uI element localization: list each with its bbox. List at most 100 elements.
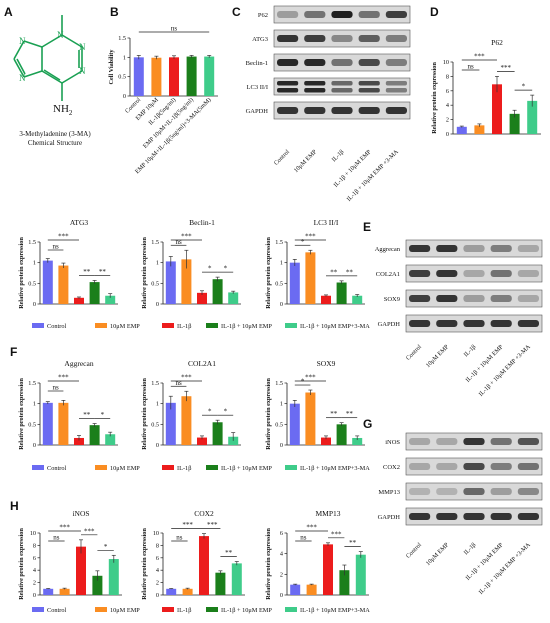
bar bbox=[92, 575, 103, 595]
legend-label: IL-1β bbox=[177, 465, 191, 472]
chart-title: COL2A1 bbox=[188, 359, 216, 368]
chemical-structure-3ma bbox=[13, 15, 83, 101]
bar bbox=[58, 265, 69, 304]
bar bbox=[89, 282, 100, 304]
panel-label-g: G bbox=[363, 417, 372, 431]
y-axis-label: Cell Viability bbox=[108, 49, 115, 85]
bar bbox=[212, 422, 223, 445]
legend-label: 10μM EMP bbox=[110, 323, 140, 330]
blot-band-label: P62 bbox=[258, 12, 268, 19]
legend-label: IL-1β + 10μM EMP bbox=[221, 465, 272, 472]
bar bbox=[197, 437, 207, 445]
bar bbox=[289, 262, 300, 304]
legend: Control 10μM EMP IL-1β IL-1β + 10μM EMP IL-1… bbox=[32, 323, 370, 330]
y-tick-label: 0.5 bbox=[275, 421, 283, 428]
y-tick-label: 1.5 bbox=[118, 35, 126, 42]
legend-swatch bbox=[95, 323, 107, 328]
atom-n-right-top: N bbox=[79, 42, 86, 52]
sig-label: *** bbox=[207, 521, 218, 529]
blot-band bbox=[463, 438, 485, 445]
blot-band bbox=[331, 107, 353, 114]
panel-label-f: F bbox=[10, 345, 17, 359]
y-tick-label: 0 bbox=[280, 301, 283, 308]
y-tick-label: 0.5 bbox=[151, 280, 159, 287]
chart-title: Aggrecan bbox=[64, 359, 93, 368]
sig-label: * bbox=[208, 408, 212, 416]
atom-nh2: NH2 bbox=[53, 103, 73, 117]
chart-title: COX2 bbox=[194, 509, 214, 518]
blot-band bbox=[331, 59, 353, 66]
bar bbox=[74, 437, 84, 445]
bar bbox=[186, 56, 197, 96]
sig-label: *** bbox=[58, 233, 69, 241]
atom-n-left-bottom: N bbox=[19, 73, 26, 83]
blot-band bbox=[385, 11, 407, 18]
bar bbox=[231, 563, 242, 595]
y-axis-label: Relative protein expression bbox=[141, 528, 148, 600]
blot-band bbox=[490, 320, 512, 327]
y-tick-label: 0 bbox=[446, 131, 449, 138]
blot-band bbox=[277, 59, 299, 66]
bar bbox=[197, 292, 207, 304]
y-tick-label: 1.5 bbox=[275, 380, 283, 387]
blot-band bbox=[304, 35, 326, 42]
sig-label: ** bbox=[99, 268, 107, 276]
y-tick-label: 4 bbox=[156, 567, 159, 574]
panel-label-e: E bbox=[363, 220, 371, 234]
blot-lane-label: IL-1β + 10μM EMP +3-MA bbox=[345, 148, 400, 203]
chart-mmp13: MMP13 0 2 4 6 Relative protein expression ns **… bbox=[265, 509, 369, 600]
sig-label: * bbox=[301, 378, 305, 386]
sig-label: ns bbox=[171, 25, 178, 33]
y-tick-label: 10 bbox=[153, 530, 159, 537]
blot-band bbox=[463, 320, 485, 327]
bar bbox=[305, 252, 316, 304]
y-tick-label: 1 bbox=[156, 401, 159, 408]
legend-swatch bbox=[162, 323, 174, 328]
bar bbox=[199, 536, 209, 595]
blot-band bbox=[277, 81, 299, 86]
blot-band bbox=[517, 270, 539, 277]
legend-label: IL-1β + 10μM EMP+3-MA bbox=[300, 465, 370, 472]
bar bbox=[181, 396, 192, 445]
blot-band bbox=[517, 438, 539, 445]
sig-label: * bbox=[224, 408, 228, 416]
blot-band bbox=[331, 81, 353, 86]
legend-label: 10μM EMP bbox=[110, 607, 140, 614]
sig-label: * bbox=[522, 83, 526, 91]
bar bbox=[321, 437, 331, 445]
sig-label: *** bbox=[306, 524, 317, 532]
sig-label: ns bbox=[52, 384, 59, 392]
chart-title: iNOS bbox=[72, 509, 89, 518]
bar bbox=[336, 282, 347, 304]
blot-band-label: SOX9 bbox=[384, 296, 400, 303]
y-tick-label: 2 bbox=[446, 117, 449, 124]
structure-caption-line1: 3-Methyladenine (3-MA) bbox=[19, 130, 91, 138]
bar bbox=[306, 584, 317, 595]
y-tick-label: 0 bbox=[156, 301, 159, 308]
blot-band bbox=[463, 513, 485, 520]
y-tick-label: 0 bbox=[33, 301, 36, 308]
blot-band bbox=[304, 81, 326, 86]
chart-title: LC3 II/I bbox=[314, 218, 339, 227]
blot-band bbox=[358, 88, 380, 93]
sig-label: *** bbox=[58, 374, 69, 382]
blot-band-label: LC3 II/I bbox=[247, 84, 268, 91]
bar bbox=[321, 295, 331, 304]
blot-band bbox=[304, 88, 326, 93]
y-axis-label: Relative protein expression bbox=[431, 62, 438, 134]
legend-label: 10μM EMP bbox=[110, 465, 140, 472]
y-axis-label: Relative protein expression bbox=[18, 237, 25, 309]
sig-label: ns bbox=[52, 243, 59, 251]
blot-band bbox=[277, 88, 299, 93]
blot-lane-label: 10μM EMP bbox=[425, 343, 451, 369]
y-axis-label: Relative protein expression bbox=[265, 237, 272, 309]
legend-label: IL-1β bbox=[177, 607, 191, 614]
western-blot-e: Aggrecan COL2A1 SOX9 GAPDH Control 10μM EMP IL… bbox=[375, 239, 543, 398]
chart-cox2: COX2 0 2 4 6 8 10 Relative protein expression ns… bbox=[141, 509, 245, 600]
bar bbox=[58, 402, 69, 445]
bar bbox=[133, 57, 144, 96]
bar bbox=[215, 572, 226, 595]
sig-label: ** bbox=[83, 411, 91, 419]
bar bbox=[76, 546, 86, 595]
sig-label: *** bbox=[182, 521, 193, 529]
